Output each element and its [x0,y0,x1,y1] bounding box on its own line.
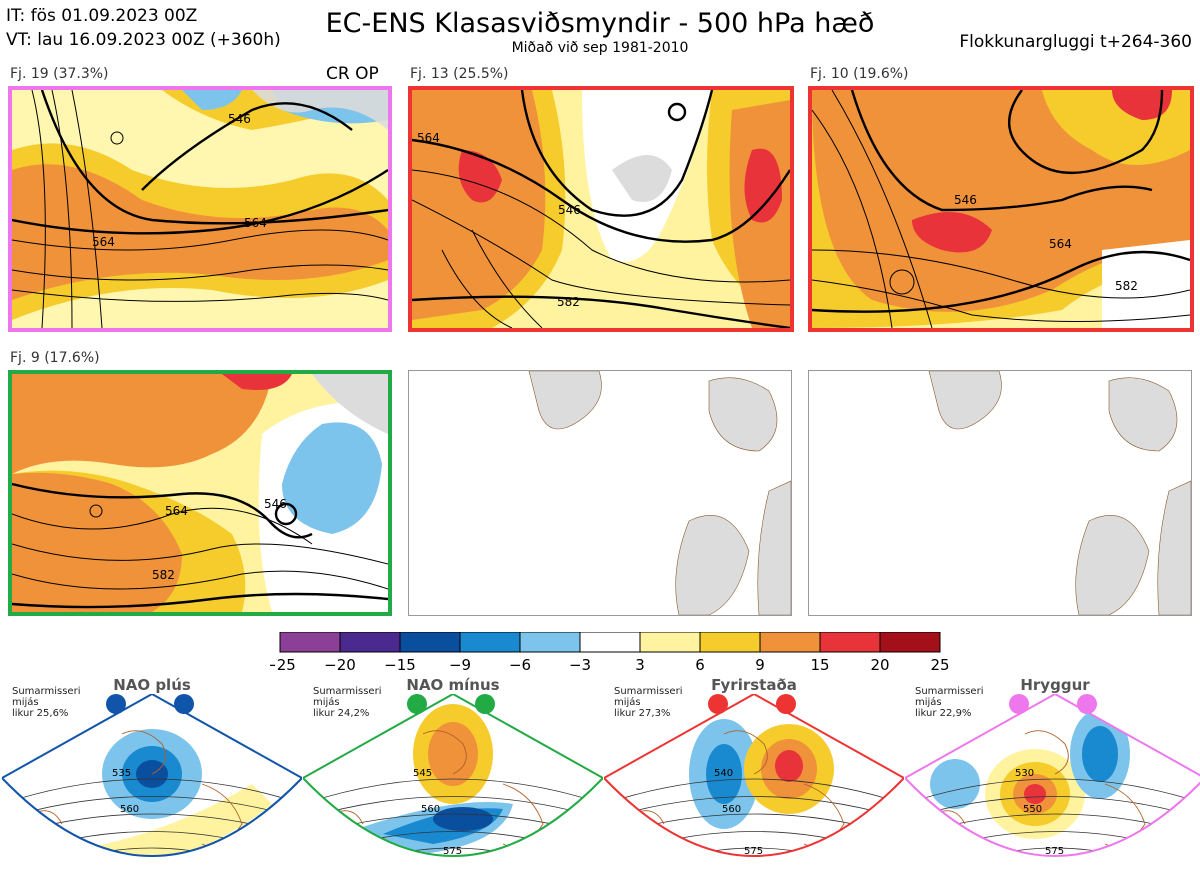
contour-label: 546 [264,497,287,511]
regime-season: Sumarmisseri [915,686,984,697]
init-time: IT: fös 01.09.2023 00Z [6,6,198,26]
colorbar-tick: −9 [449,656,471,674]
regime-season: Sumarmisseri [313,686,382,697]
regime-season: Sumarmisseri [614,686,683,697]
contour-label: 564 [165,504,188,518]
regime-avg: mijás [12,697,39,708]
regime-dot [106,694,126,714]
regime-meta: Sumarmisseri mijás likur 27,3% [614,686,682,719]
empty-map-2 [808,370,1192,616]
regime-season: Sumarmisseri [12,686,81,697]
page-subtitle: Miðað við sep 1981-2010 [511,40,689,56]
regime-map: 545 560 575 [303,694,603,857]
regime-contour-label: 575 [744,846,763,857]
colorbar-tick: −25 [270,656,296,674]
cluster-map-1: 546 564 564 [8,86,392,332]
colorbar-tick: 3 [635,656,645,674]
contour-label: 546 [954,193,977,207]
colorbar-tick: 6 [695,656,705,674]
contour-label: 564 [244,216,267,230]
regime-dot [1009,694,1029,714]
regime-dot [407,694,427,714]
cluster-label-2: Fj. 13 (25.5%) [410,66,509,82]
empty-map-1 [408,370,792,616]
regime-name: NAO mínus [406,676,500,694]
colorbar-swatch [279,631,341,653]
regime-map: 535 560 [2,694,302,857]
regime-name: Hryggur [1020,676,1090,694]
regime-contour-label: 560 [120,804,139,815]
regime-panel-1: NAO plús Sumarmisseri mijás likur 25,6% 535 5… [2,676,302,871]
regime-meta: Sumarmisseri mijás likur 22,9% [915,686,983,719]
colorbar: −25 −20 −15 −9 −6 −3 3 6 9 15 20 25 [264,631,950,680]
page-title: EC-ENS Klasasviðsmyndir - 500 hPa hæð [325,8,875,39]
regime-panel-2: NAO mínus Sumarmisseri mijás likur 24,2% 545… [303,676,603,871]
colorbar-tick: −20 [324,656,356,674]
colorbar-swatch [879,631,941,653]
colorbar-tick: 15 [810,656,829,674]
regime-contour-label: 535 [112,768,131,779]
regime-contour-label: 575 [1045,846,1064,857]
colorbar-tick: −6 [509,656,531,674]
colorbar-swatch [339,631,401,653]
regime-map: 540 560 575 [604,694,904,857]
regime-prob: likur 24,2% [313,708,370,719]
cluster-label-1: Fj. 19 (37.3%) [10,66,109,82]
colorbar-swatch [699,631,761,653]
regime-contour-label: 560 [421,804,440,815]
regime-contour-label: 550 [1023,804,1042,815]
regime-contour-label: 545 [413,768,432,779]
colorbar-swatch [459,631,521,653]
contour-label: 564 [92,235,115,249]
colorbar-tick: 9 [755,656,765,674]
classification-window: Flokkunargluggi t+264-360 [959,32,1192,52]
regime-contour-label: 560 [722,804,741,815]
header-info: IT: fös 01.09.2023 00Z VT: lau 16.09.202… [6,4,281,52]
cluster-label-4: Fj. 9 (17.6%) [10,350,100,366]
contour-label: 546 [228,112,251,126]
regime-avg: mijás [313,697,340,708]
contour-label: 546 [558,203,581,217]
regime-prob: likur 25,6% [12,708,69,719]
regime-contour-label: 530 [1015,768,1034,779]
colorbar-swatch [759,631,821,653]
regime-contour-label: 540 [714,768,733,779]
regime-dot [708,694,728,714]
colorbar-swatch [519,631,581,653]
colorbar-swatch [819,631,881,653]
contour-label: 564 [417,131,440,145]
cluster-map-2: 564 546 582 [408,86,794,332]
cluster-tag-1: CR OP [326,64,379,84]
colorbar-swatch [399,631,461,653]
regime-prob: likur 22,9% [915,708,972,719]
regime-prob: likur 27,3% [614,708,671,719]
colorbar-tick: −15 [384,656,416,674]
regime-map: 530 550 575 [905,694,1200,857]
contour-label: 582 [152,568,175,582]
contour-label: 564 [1049,237,1072,251]
cluster-map-4: 564 546 582 [8,370,392,616]
regime-panel-3: Fyrirstaða Sumarmisseri mijás likur 27,3% 54… [604,676,904,871]
regime-panel-4: Hryggur Sumarmisseri mijás likur 22,9% 530 55… [905,676,1200,871]
colorbar-tick: 25 [930,656,949,674]
regime-meta: Sumarmisseri mijás likur 25,6% [12,686,80,719]
contour-label: 582 [557,295,580,309]
regime-avg: mijás [614,697,641,708]
regime-name: NAO plús [113,676,191,694]
cluster-map-3: 546 564 582 [808,86,1194,332]
regime-name: Fyrirstaða [711,676,797,694]
regime-avg: mijás [915,697,942,708]
colorbar-swatch [639,631,701,653]
cluster-label-3: Fj. 10 (19.6%) [810,66,909,82]
colorbar-svg: −25 −20 −15 −9 −6 −3 3 6 9 15 20 25 [264,631,950,674]
colorbar-swatch [579,631,641,653]
regime-meta: Sumarmisseri mijás likur 24,2% [313,686,381,719]
regime-contour-label: 575 [443,846,462,857]
valid-time: VT: lau 16.09.2023 00Z (+360h) [6,30,281,50]
colorbar-tick: 20 [870,656,889,674]
contour-label: 582 [1115,279,1138,293]
colorbar-tick: −3 [569,656,591,674]
